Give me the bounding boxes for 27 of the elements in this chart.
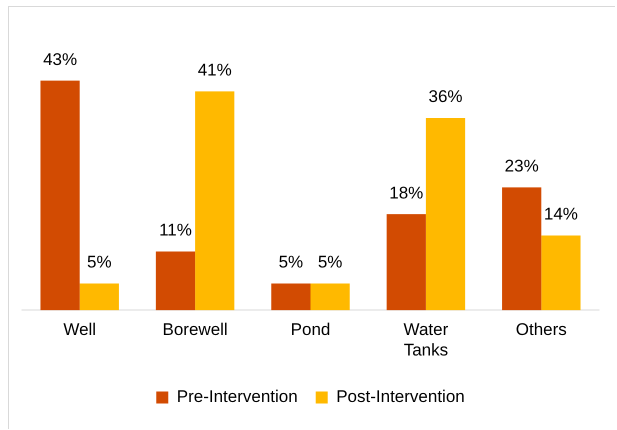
data-label: 36%	[428, 87, 463, 106]
bar	[541, 235, 581, 310]
data-label: 23%	[504, 156, 539, 176]
data-label: 5%	[318, 252, 342, 272]
bar	[271, 284, 310, 310]
data-label: 41%	[198, 60, 232, 80]
data-label: 5%	[87, 252, 112, 272]
bar	[80, 284, 119, 310]
x-tick-label: Others	[516, 320, 567, 340]
bar	[310, 284, 350, 310]
data-label: 5%	[278, 252, 304, 272]
data-label: 11%	[159, 220, 192, 240]
bar	[386, 214, 426, 310]
x-tick-label: Well	[63, 320, 96, 340]
bar	[502, 187, 542, 310]
data-label: 18%	[389, 183, 424, 202]
bar	[426, 118, 466, 310]
bar	[195, 91, 234, 310]
x-tick-label: Borewell	[162, 320, 228, 340]
legend-label: Pre-Intervention	[176, 387, 298, 406]
data-label: 14%	[544, 204, 578, 224]
bar	[156, 251, 196, 310]
bar	[40, 80, 80, 310]
x-tick-label: Pond	[290, 320, 330, 340]
legend-label: Post-Intervention	[336, 387, 465, 406]
data-label: 43%	[43, 50, 78, 69]
x-tick-label: Water Tanks	[404, 320, 449, 360]
